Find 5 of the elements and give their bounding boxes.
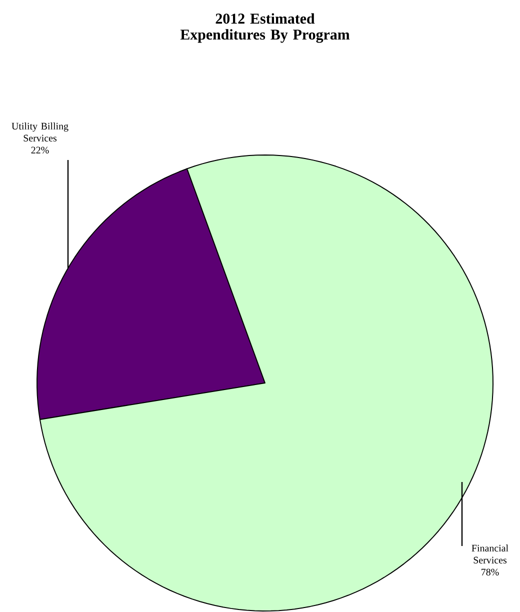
data-label: 22% <box>31 146 49 154</box>
slice-label: Utility Billing Services <box>12 122 68 142</box>
slice-label: Financial Services <box>472 544 508 564</box>
data-label: 78% <box>482 568 499 576</box>
chart-title: 2012 Estimated Expenditures By Program <box>180 13 350 43</box>
